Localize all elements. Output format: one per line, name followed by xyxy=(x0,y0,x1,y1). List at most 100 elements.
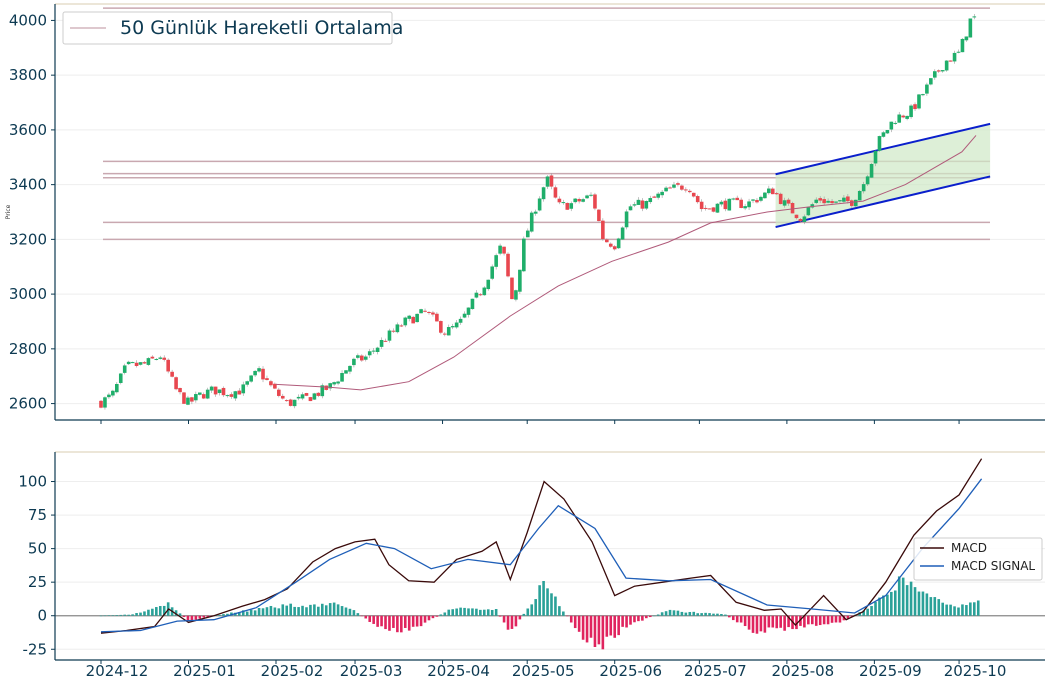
histogram-bar xyxy=(755,615,759,634)
histogram-bar xyxy=(538,585,541,616)
candle-body xyxy=(932,71,937,78)
candle-body xyxy=(387,330,392,341)
histogram-bar xyxy=(724,614,727,616)
histogram-bar xyxy=(285,605,289,616)
macd-line xyxy=(100,458,983,634)
histogram-bar xyxy=(625,615,628,628)
candle-body xyxy=(150,356,155,359)
candle-body xyxy=(917,94,921,109)
histogram-bar xyxy=(870,606,873,616)
candle-body xyxy=(565,202,570,210)
macd-plot-area xyxy=(55,452,1045,660)
price-plot-area xyxy=(55,4,1045,420)
candle-body xyxy=(470,298,475,310)
candle-body xyxy=(356,355,360,358)
histogram-bar xyxy=(700,613,703,616)
histogram-bar xyxy=(909,581,913,616)
candle-body xyxy=(525,230,530,238)
histogram-bar xyxy=(783,615,786,631)
macd-legend-box xyxy=(913,537,1043,581)
histogram-bar xyxy=(261,608,265,616)
candle-body xyxy=(814,199,819,203)
histogram-bar xyxy=(585,615,589,643)
date-tick-label: 2025-07 xyxy=(684,662,747,680)
candle-body xyxy=(344,370,348,374)
histogram-bar xyxy=(119,614,123,616)
candle-body xyxy=(711,207,716,212)
histogram-bar xyxy=(949,604,952,616)
histogram-bar xyxy=(605,615,609,637)
ma-legend: 50 Günlük Hareketli Ortalama xyxy=(62,11,403,45)
candle-body xyxy=(960,38,965,53)
candle-body xyxy=(644,201,649,209)
histogram-bar xyxy=(162,605,166,616)
histogram-bar xyxy=(953,606,956,616)
candle-body xyxy=(174,377,178,390)
macd-signal-line xyxy=(100,478,983,633)
histogram-bar xyxy=(866,608,869,616)
candle-body xyxy=(703,207,708,209)
candle-body xyxy=(755,199,759,203)
candle-body xyxy=(751,199,755,201)
histogram-bar xyxy=(897,576,901,616)
histogram-bar xyxy=(494,609,498,616)
candle-body xyxy=(403,317,408,326)
histogram-bar xyxy=(479,609,482,616)
candle-body xyxy=(312,393,317,400)
candle-body xyxy=(419,309,423,314)
candle-body xyxy=(889,121,894,130)
candle-body xyxy=(944,60,949,71)
candle-body xyxy=(620,227,625,240)
candle-body xyxy=(798,219,803,222)
histogram-bar xyxy=(684,612,688,616)
candle-body xyxy=(371,350,376,352)
histogram-bar xyxy=(356,613,360,616)
date-tick-label: 2024-12 xyxy=(86,662,149,680)
candle-body xyxy=(514,290,518,300)
candle-body xyxy=(628,206,633,211)
histogram-bar xyxy=(380,615,383,627)
candle-body xyxy=(427,312,431,314)
histogram-bar xyxy=(447,609,451,616)
histogram-bar xyxy=(396,615,399,633)
histogram-bar xyxy=(878,597,881,616)
candle-body xyxy=(601,220,605,240)
candle-body xyxy=(158,357,163,359)
histogram-bar xyxy=(751,615,755,633)
candle-body xyxy=(731,198,736,200)
histogram-bar xyxy=(893,590,897,616)
candle-body xyxy=(826,200,830,203)
histogram-bar xyxy=(514,615,518,627)
candle-body xyxy=(925,84,929,94)
histogram-bar xyxy=(99,615,103,617)
candle-body xyxy=(209,386,214,391)
histogram-bar xyxy=(289,603,292,616)
histogram-bar xyxy=(131,614,134,616)
price-y-label: Price xyxy=(5,204,12,219)
date-x-axis: 2024-12 2025-01 2025-02 2025-03 2025-04 2025-… xyxy=(86,420,1006,680)
candle-body xyxy=(103,397,107,408)
price-tick-label: 3800 xyxy=(9,66,47,84)
ma-legend-box xyxy=(62,11,393,45)
candle-body xyxy=(162,357,167,360)
histogram-bar xyxy=(925,593,929,616)
candle-body xyxy=(510,277,514,300)
histogram-bar xyxy=(696,613,699,616)
candle-body xyxy=(399,325,404,327)
candle-body xyxy=(336,381,340,384)
histogram-bar xyxy=(273,607,277,616)
histogram-bar xyxy=(716,613,719,616)
histogram-bar xyxy=(364,615,368,619)
date-tick-label: 2025-04 xyxy=(427,662,490,680)
histogram-bar xyxy=(249,609,253,616)
histogram-bar xyxy=(281,604,285,616)
candle-body xyxy=(861,184,866,192)
histogram-bar xyxy=(945,604,948,616)
candle-body xyxy=(636,199,641,205)
candle-body xyxy=(134,362,139,367)
candle-body xyxy=(115,384,119,393)
histogram-bar xyxy=(455,608,458,616)
candle-body xyxy=(557,198,562,203)
candle-body xyxy=(853,199,858,207)
